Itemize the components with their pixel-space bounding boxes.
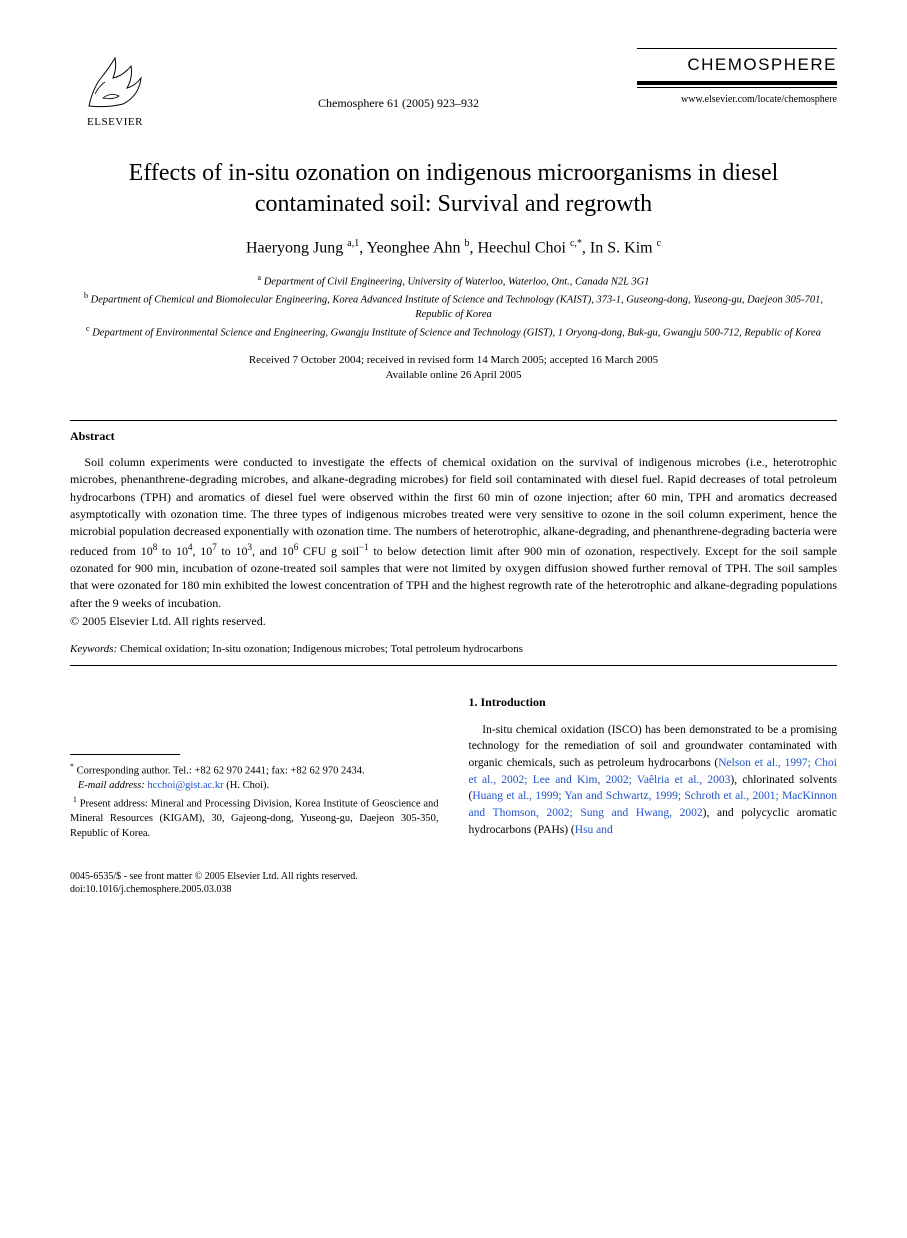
online-date: Available online 26 April 2005 (70, 368, 837, 383)
introduction-body: In-situ chemical oxidation (ISCO) has be… (469, 722, 838, 839)
right-column: 1. Introduction In-situ chemical oxidati… (469, 694, 838, 841)
rule (70, 665, 837, 666)
footnote-corresponding: * Corresponding author. Tel.: +82 62 970… (70, 761, 439, 779)
keywords: Keywords: Chemical oxidation; In-situ oz… (70, 643, 837, 655)
footnote-email: E-mail address: hcchoi@gist.ac.kr (H. Ch… (70, 779, 439, 794)
rule (70, 754, 180, 755)
email-link[interactable]: hcchoi@gist.ac.kr (147, 780, 223, 791)
rule (637, 81, 837, 85)
article-title: Effects of in-situ ozonation on indigeno… (70, 158, 837, 220)
publisher-name: ELSEVIER (87, 116, 143, 128)
authors: Haeryong Jung a,1, Yeonghee Ahn b, Heech… (70, 238, 837, 257)
journal-block: CHEMOSPHERE www.elsevier.com/locate/chem… (637, 48, 837, 105)
footnote-present-address: 1 Present address: Mineral and Processin… (70, 794, 439, 842)
footer-line2: doi:10.1016/j.chemosphere.2005.03.038 (70, 883, 837, 896)
copyright: © 2005 Elsevier Ltd. All rights reserved… (70, 614, 837, 629)
rule (70, 420, 837, 421)
journal-name: CHEMOSPHERE (637, 55, 837, 75)
affiliation-a: a Department of Civil Engineering, Unive… (70, 272, 837, 290)
introduction-heading: 1. Introduction (469, 694, 838, 711)
article-dates: Received 7 October 2004; received in rev… (70, 353, 837, 384)
body-columns: * Corresponding author. Tel.: +82 62 970… (70, 694, 837, 841)
keywords-text: Chemical oxidation; In-situ ozonation; I… (120, 643, 523, 655)
elsevier-logo-icon (83, 48, 147, 112)
rule (637, 87, 837, 88)
journal-url[interactable]: www.elsevier.com/locate/chemosphere (637, 94, 837, 105)
affiliation-b: b Department of Chemical and Biomolecula… (70, 290, 837, 323)
rule (637, 48, 837, 49)
affiliation-c: c Department of Environmental Science an… (70, 323, 837, 341)
keywords-label: Keywords: (70, 643, 117, 655)
page-header: ELSEVIER Chemosphere 61 (2005) 923–932 C… (70, 48, 837, 128)
footer-line1: 0045-6535/$ - see front matter © 2005 El… (70, 870, 837, 883)
affiliations: a Department of Civil Engineering, Unive… (70, 272, 837, 341)
received-date: Received 7 October 2004; received in rev… (70, 353, 837, 368)
abstract-heading: Abstract (70, 429, 837, 444)
abstract-body: Soil column experiments were conducted t… (70, 454, 837, 613)
publisher-block: ELSEVIER (70, 48, 160, 128)
left-column: * Corresponding author. Tel.: +82 62 970… (70, 694, 439, 841)
citation: Chemosphere 61 (2005) 923–932 (160, 48, 637, 111)
page-footer: 0045-6535/$ - see front matter © 2005 El… (70, 870, 837, 896)
